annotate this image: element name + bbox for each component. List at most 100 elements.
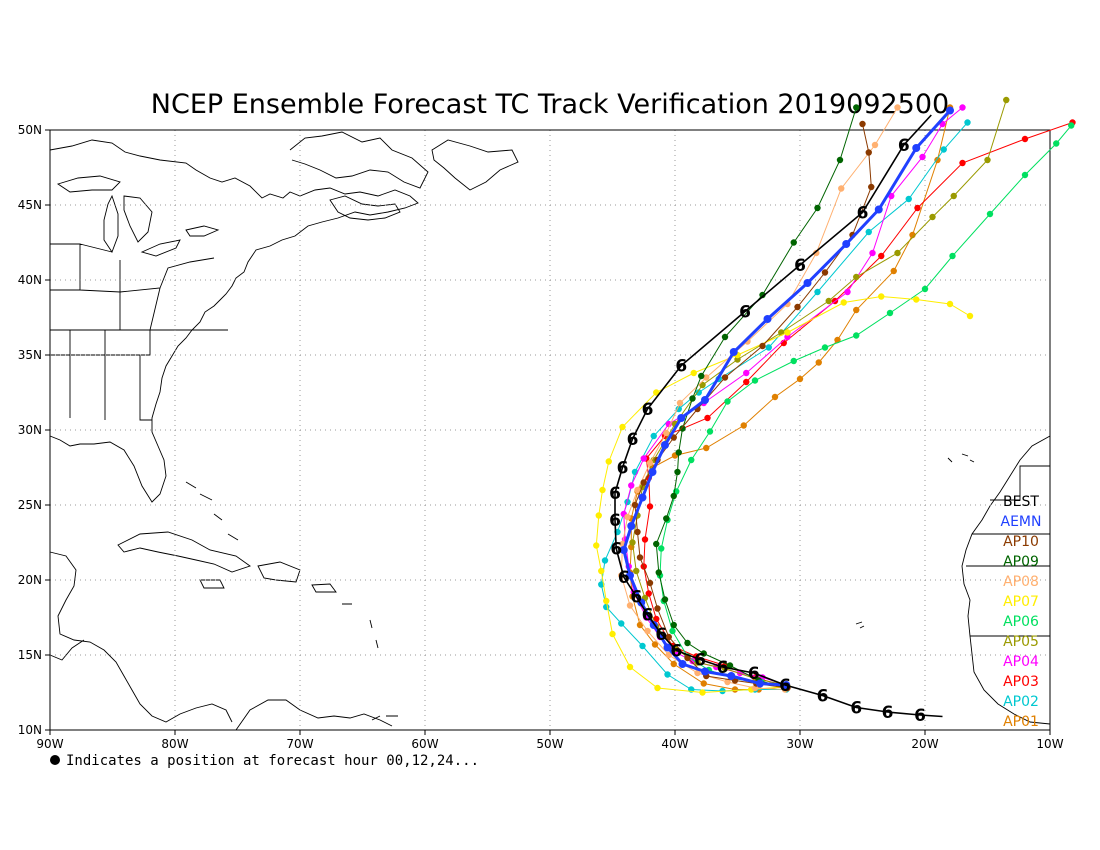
- track-point-ap08: [663, 429, 670, 437]
- best-track-symbol: 6: [717, 658, 729, 678]
- graticule: [50, 130, 1050, 730]
- legend-item-ap02: AP02: [1003, 694, 1039, 710]
- track-point-aemn: [729, 348, 738, 356]
- track-point-ap01: [670, 660, 677, 668]
- track-point-ap07: [878, 293, 885, 300]
- y-tick-label: 25N: [18, 498, 42, 512]
- track-point-ap01: [740, 422, 747, 429]
- track-point-ap09: [759, 291, 766, 299]
- track-point-ap08: [813, 249, 820, 257]
- track-point-ap09: [689, 395, 696, 402]
- track-point-ap07: [593, 542, 600, 549]
- track-point-ap09: [653, 540, 660, 548]
- track-point-ap10: [646, 579, 654, 587]
- track-point-ap08: [624, 513, 631, 521]
- track-point-ap01: [934, 156, 941, 164]
- track-point-ap03: [653, 615, 660, 623]
- track-point-ap10: [665, 633, 672, 641]
- x-tick-label: 40W: [661, 737, 688, 751]
- track-point-ap10: [636, 554, 644, 561]
- best-track-symbol: 6: [609, 484, 621, 504]
- track-line-ap07: [595, 295, 971, 694]
- track-point-ap07: [599, 486, 606, 494]
- track-point-ap08: [676, 399, 684, 407]
- coast-bahamas: [185, 481, 239, 541]
- best-track-symbol: 6: [675, 357, 687, 377]
- track-point-ap02: [814, 288, 821, 296]
- track-point-ap05: [734, 356, 741, 363]
- track-point-ap08: [703, 374, 710, 381]
- legend-item-aemn: AEMN: [1001, 514, 1042, 530]
- coast-nova-scotia: [329, 195, 401, 221]
- track-line-ap10: [634, 123, 872, 689]
- track-point-ap09: [674, 468, 681, 476]
- y-tick-label: 45N: [18, 198, 42, 212]
- track-line-ap05: [631, 99, 1007, 686]
- track-point-ap10: [640, 479, 647, 486]
- track-point-ap09: [698, 372, 705, 380]
- track-point-ap01: [796, 375, 804, 383]
- x-tick-label: 50W: [536, 737, 563, 751]
- track-point-ap02: [695, 389, 702, 396]
- track-point-aemn: [663, 643, 672, 652]
- track-point-ap08: [626, 602, 634, 609]
- track-point-aemn: [638, 493, 647, 502]
- track-point-ap06: [751, 377, 759, 384]
- best-track-symbol: 6: [779, 676, 791, 696]
- track-point-ap04: [919, 153, 926, 161]
- track-point-aemn: [946, 106, 954, 115]
- coast-cuba: [117, 531, 251, 573]
- track-point-ap10: [821, 269, 829, 276]
- track-point-ap07: [619, 423, 626, 431]
- track-point-aemn: [678, 660, 687, 668]
- track-point-ap07: [966, 312, 974, 320]
- axis-ticks: 90W 80W 70W 60W 50W 40W 30W 20W 10W 10N 15N 20N 25N 3…: [18, 123, 1064, 751]
- best-track-symbol: 6: [670, 642, 682, 662]
- track-point-ap09: [790, 239, 797, 246]
- track-point-ap07: [653, 389, 660, 396]
- best-track-symbol: 6: [694, 651, 706, 671]
- track-point-ap02: [618, 620, 625, 627]
- track-point-ap01: [890, 267, 897, 275]
- track-point-aemn: [619, 546, 628, 554]
- track-point-ap03: [704, 414, 711, 422]
- lake-superior: [56, 175, 121, 193]
- track-point-ap07: [946, 300, 954, 308]
- state-lines: [50, 243, 228, 421]
- x-tick-label: 80W: [161, 737, 188, 751]
- track-point-aemn: [677, 414, 686, 422]
- track-point-ap09: [655, 569, 662, 576]
- track-point-ap06: [669, 627, 676, 635]
- track-point-ap07: [603, 597, 610, 605]
- track-point-aemn: [763, 315, 772, 323]
- coast-central-america: [49, 551, 233, 723]
- track-point-ap02: [624, 498, 631, 506]
- track-point-ap05: [929, 213, 936, 221]
- track-point-ap04: [784, 333, 791, 341]
- y-tick-label: 15N: [18, 648, 42, 662]
- track-point-ap03: [645, 590, 652, 597]
- track-point-ap03: [959, 159, 966, 167]
- track-point-ap09: [684, 639, 691, 647]
- track-point-ap01: [700, 680, 707, 687]
- track-point-ap01: [853, 306, 860, 314]
- track-point-ap06: [986, 210, 994, 218]
- lake-erie: [140, 239, 181, 257]
- track-point-ap06: [949, 252, 956, 260]
- track-ap01: [626, 104, 954, 693]
- track-point-ap03: [646, 503, 654, 510]
- track-point-aemn: [661, 441, 669, 449]
- track-point-aemn: [912, 144, 921, 152]
- track-point-ap08: [665, 651, 672, 659]
- track-point-ap01: [651, 641, 659, 648]
- track-point-ap10: [631, 501, 639, 509]
- track-point-ap02: [940, 146, 947, 153]
- track-point-ap05: [825, 297, 832, 305]
- track-point-ap08: [724, 678, 731, 686]
- best-track-symbol: 6: [739, 303, 751, 323]
- lake-michigan: [103, 194, 119, 253]
- track-point-ap05: [629, 539, 636, 546]
- footnote: Indicates a position at forecast hour 00…: [66, 753, 479, 769]
- track-point-ap09: [661, 596, 669, 603]
